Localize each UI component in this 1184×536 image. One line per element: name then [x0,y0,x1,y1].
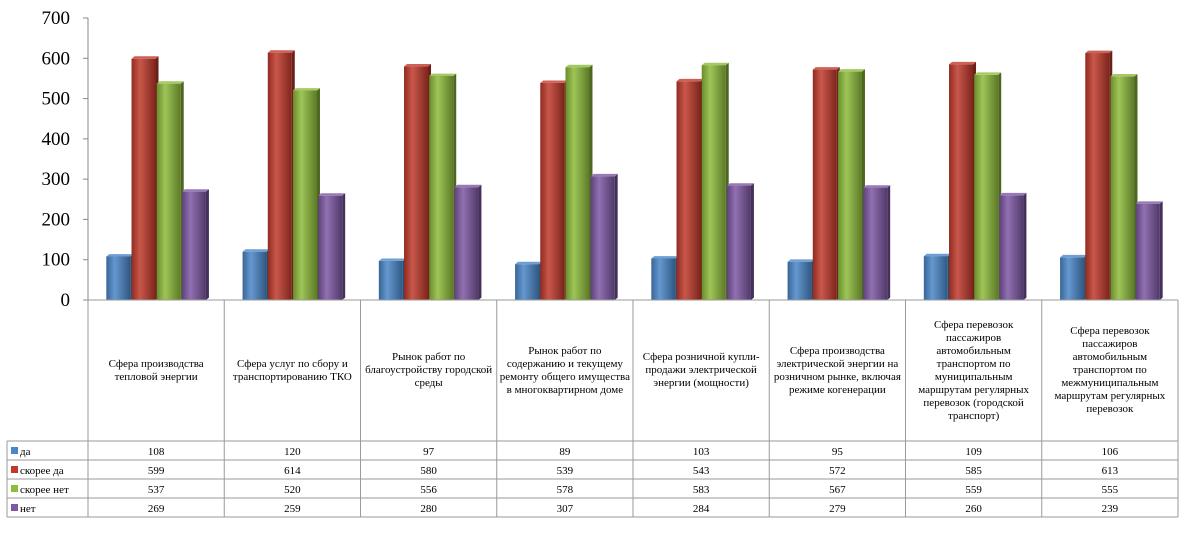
value-cell: 556 [420,484,437,496]
value-cell: 307 [557,503,574,515]
legend-label: скорее нет [20,484,69,496]
value-cell: 543 [693,465,710,477]
value-cell: 269 [148,503,165,515]
bar-2-1 [131,56,159,301]
legend-key [11,466,18,473]
bar-2-8 [1085,50,1113,301]
bar-2-4 [540,80,568,301]
bar-4-3 [454,184,482,300]
axis-layer: 0 100 200 300 400 500 600 700 [42,8,89,311]
category-label: Сфера производства тепловой энергии [109,358,204,383]
legend-label: скорее да [20,465,64,477]
bar-1-7 [923,253,951,300]
bar-1-5 [651,256,679,300]
bar-2-7 [949,61,977,300]
value-cell: 567 [829,484,846,496]
bar-4-2 [318,193,346,300]
category-label: Рынок работ по содержанию и текущему рем… [500,345,630,396]
bars-layer [106,50,1163,301]
y-tick-label: 400 [42,129,71,150]
value-cell: 613 [1102,465,1119,477]
value-cell: 537 [148,484,165,496]
y-tick-label: 600 [42,48,71,69]
legend-key [11,504,18,511]
value-cell: 572 [829,465,846,477]
value-cell: 280 [420,503,437,515]
bar-3-2 [292,88,320,300]
bar-3-5 [701,62,729,301]
legend-label: нет [20,503,36,515]
value-cell: 106 [1102,446,1119,458]
bar-4-8 [1135,201,1163,300]
bar-2-5 [676,78,704,301]
value-cell: 95 [832,446,844,458]
legend-key [11,485,18,492]
bar-3-7 [974,72,1002,300]
bar-3-4 [565,64,593,301]
category-label: Сфера перевозок пассажиров автомобильным… [1054,325,1165,415]
value-cell: 97 [423,446,435,458]
bar-1-1 [106,254,134,300]
category-label: Сфера розничной купли-продажи электричес… [643,351,760,389]
bar-2-3 [404,63,432,300]
value-cell: 583 [693,484,710,496]
bar-2-2 [267,50,295,301]
y-tick-label: 200 [42,209,71,230]
value-cell: 520 [284,484,301,496]
bar-1-3 [378,258,406,300]
category-label: Сфера перевозок пассажиров автомобильным… [918,319,1029,422]
value-cell: 555 [1102,484,1119,496]
bar-1-4 [515,261,543,300]
bar-4-1 [181,189,209,300]
bar-4-5 [726,183,754,300]
value-cell: 284 [693,503,710,515]
value-cell: 239 [1102,503,1119,515]
y-tick-label: 500 [42,89,71,110]
value-cell: 260 [965,503,982,515]
bar-4-6 [863,185,891,300]
legend-key [11,447,18,454]
bar-3-1 [156,81,184,300]
value-cell: 109 [965,446,982,458]
value-cell: 279 [829,503,846,515]
value-cell: 559 [965,484,982,496]
value-cell: 120 [284,446,301,458]
data-table: Сфера производства тепловой энергии Сфера… [6,299,1179,518]
bar-1-8 [1060,254,1088,300]
y-tick-label: 300 [42,169,71,190]
value-cell: 585 [965,465,982,477]
value-cell: 580 [420,465,437,477]
value-cell: 578 [557,484,574,496]
bar-3-6 [837,69,865,301]
y-tick-label: 100 [42,250,71,271]
value-cell: 599 [148,465,165,477]
y-tick-label: 700 [42,8,71,29]
value-cell: 89 [559,446,571,458]
value-cell: 614 [284,465,301,477]
bar-4-7 [999,192,1027,300]
category-label: Сфера производства электрической энергии… [774,345,901,396]
bar-1-2 [242,249,270,300]
category-label: Рынок работ по благоустройству городской… [365,351,492,389]
bar-1-6 [787,259,815,300]
bar-4-4 [590,173,618,300]
value-cell: 103 [693,446,710,458]
legend-label: да [20,446,31,458]
bar-3-3 [429,73,457,301]
y-tick-label: 0 [61,290,71,311]
bar-2-6 [812,67,840,301]
category-label: Сфера услуг по сбору и транспортированию… [233,358,352,383]
value-cell: 539 [557,465,574,477]
bar-3-8 [1110,74,1138,301]
value-cell: 108 [148,446,165,458]
value-cell: 259 [284,503,301,515]
